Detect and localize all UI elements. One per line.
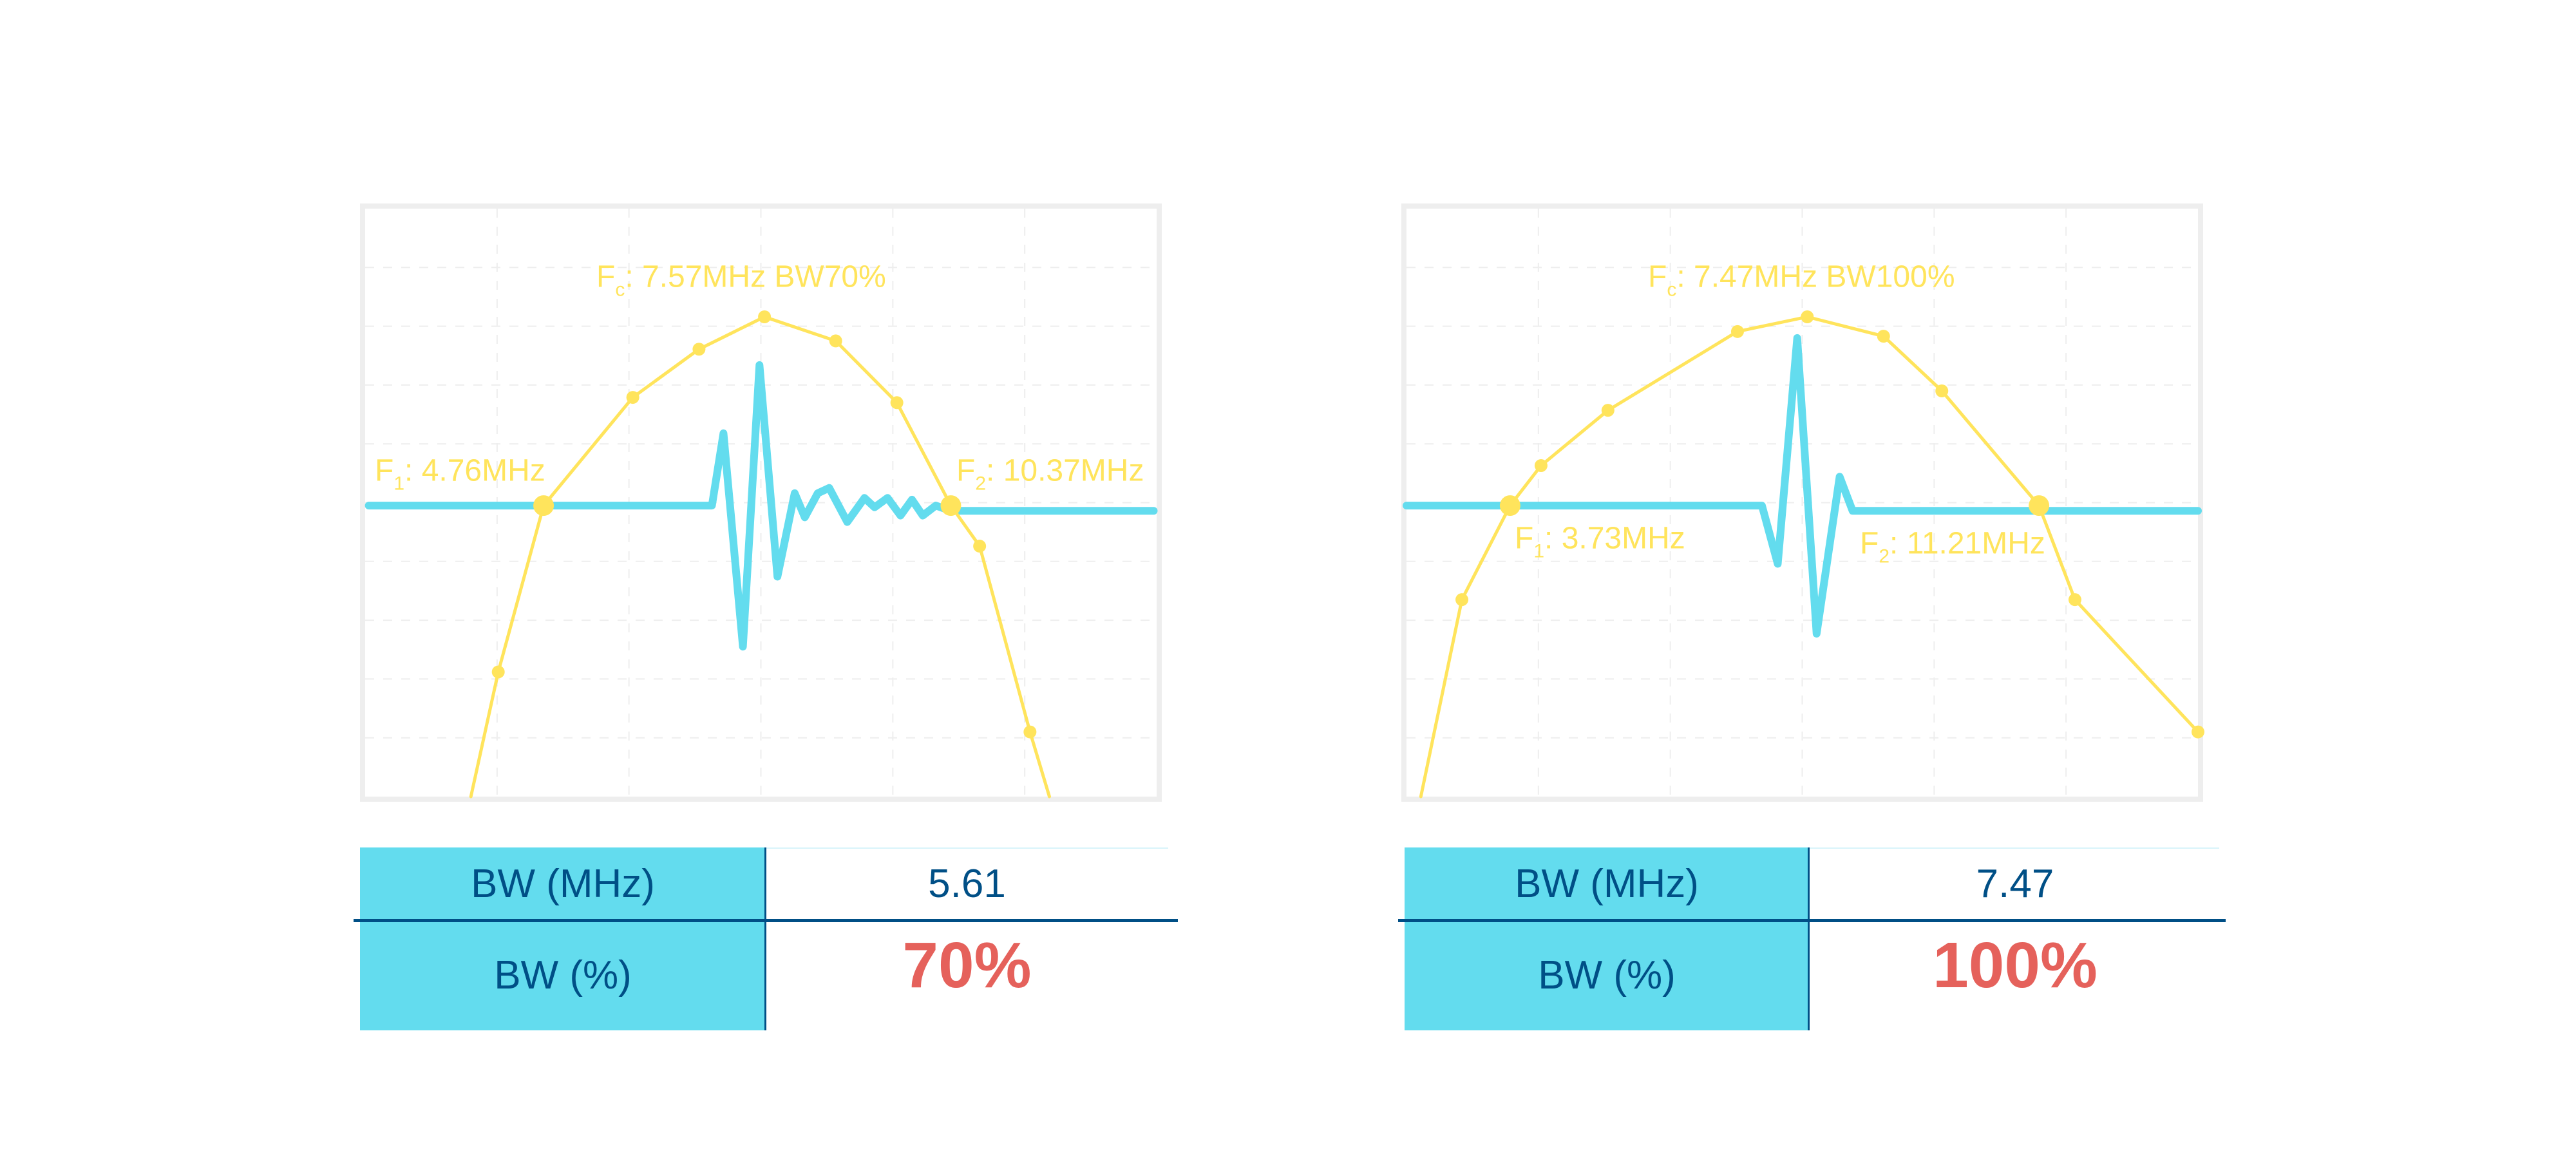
spectrum-point	[2192, 725, 2204, 739]
right-fc-label: Fc: 7.47MHz BW100%	[1648, 260, 1955, 301]
label-value: : 7.47MHz BW100%	[1676, 260, 1955, 294]
table-top-line	[1405, 847, 2219, 849]
label-f: F	[596, 260, 616, 294]
right-bw-table: BW (MHz) BW (%) 7.47 100%	[1398, 847, 2226, 1030]
left-bw-table: BW (MHz) BW (%) 5.61 70%	[354, 847, 1178, 1030]
label-f: F	[1515, 521, 1534, 556]
spectrum-point	[1877, 330, 1890, 343]
label-sub: 2	[1879, 545, 1890, 567]
pulse-line	[365, 361, 1158, 651]
right-chart-plot	[1403, 209, 2204, 799]
right-f1-label: F1: 3.73MHz	[1515, 521, 1685, 562]
label-f: F	[375, 453, 394, 488]
right-f2-label: F2: 11.21MHz	[1860, 526, 2045, 567]
bw-pct-label: BW (%)	[494, 953, 632, 998]
left-f2-label: F2: 10.37MHz	[956, 453, 1144, 495]
spectrum-point	[1601, 404, 1615, 417]
label-sub: 2	[975, 473, 987, 495]
bw-pct-header: BW (%)	[360, 920, 766, 1030]
bw-mhz-value-text: 7.47	[1976, 862, 2054, 906]
label-value: : 4.76MHz	[404, 453, 545, 488]
bw-mhz-label: BW (MHz)	[471, 862, 655, 906]
spectrum-point	[626, 391, 639, 404]
spectrum-point	[890, 396, 904, 410]
label-sub: 1	[1533, 540, 1545, 562]
label-value: : 11.21MHz	[1889, 526, 2045, 561]
label-sub: c	[615, 279, 625, 301]
bw-mhz-value-text: 5.61	[928, 862, 1006, 906]
row-divider	[354, 919, 1178, 922]
left-chart	[360, 203, 1162, 802]
cutoff-point	[1499, 495, 1520, 516]
label-sub: c	[1667, 279, 1677, 301]
spectrum-point	[829, 334, 842, 348]
left-fc-label: Fc: 7.57MHz BW70%	[596, 260, 886, 301]
spectrum-point	[1455, 593, 1469, 607]
left-chart-plot	[365, 209, 1158, 799]
bw-mhz-value: 5.61	[766, 847, 1168, 920]
right-chart	[1401, 203, 2204, 802]
label-f: F	[1860, 526, 1879, 561]
bw-pct-label: BW (%)	[1538, 953, 1676, 998]
bw-mhz-value: 7.47	[1809, 847, 2221, 920]
bw-mhz-header: BW (MHz)	[1405, 847, 1809, 920]
row-divider	[1398, 919, 2226, 922]
spectrum-point	[1801, 310, 1814, 323]
label-value: : 10.37MHz	[986, 453, 1144, 488]
spectrum-line	[1419, 315, 2200, 799]
spectrum-point	[758, 310, 772, 323]
bw-pct-value-text: 70%	[902, 929, 1032, 1001]
left-f1-label: F1: 4.76MHz	[375, 453, 545, 495]
column-divider	[1808, 847, 1810, 1030]
spectrum-point	[1023, 725, 1037, 739]
bw-pct-value: 100%	[1809, 923, 2221, 1007]
column-divider	[764, 847, 766, 1030]
bw-pct-value: 70%	[766, 923, 1168, 1007]
spectrum-point	[491, 665, 505, 679]
spectrum-point	[2068, 593, 2081, 607]
spectrum-point	[1935, 384, 1949, 398]
label-f: F	[1648, 260, 1667, 294]
spectrum-point	[1534, 459, 1548, 472]
label-sub: 1	[393, 473, 405, 495]
spectrum-line	[469, 315, 1051, 799]
bw-pct-header: BW (%)	[1405, 920, 1809, 1030]
bw-pct-value-text: 100%	[1933, 929, 2098, 1001]
cutoff-point	[533, 495, 554, 516]
cutoff-point	[2029, 495, 2050, 516]
label-value: : 3.73MHz	[1544, 521, 1685, 556]
spectrum-point	[692, 343, 706, 356]
bw-mhz-label: BW (MHz)	[1515, 862, 1699, 906]
spectrum-point	[1730, 325, 1744, 338]
label-f: F	[956, 453, 976, 488]
cutoff-point	[940, 495, 961, 516]
spectrum-point	[973, 540, 987, 553]
bw-mhz-header: BW (MHz)	[360, 847, 766, 920]
pulse-line	[1403, 334, 2202, 638]
label-value: : 7.57MHz BW70%	[625, 260, 886, 294]
